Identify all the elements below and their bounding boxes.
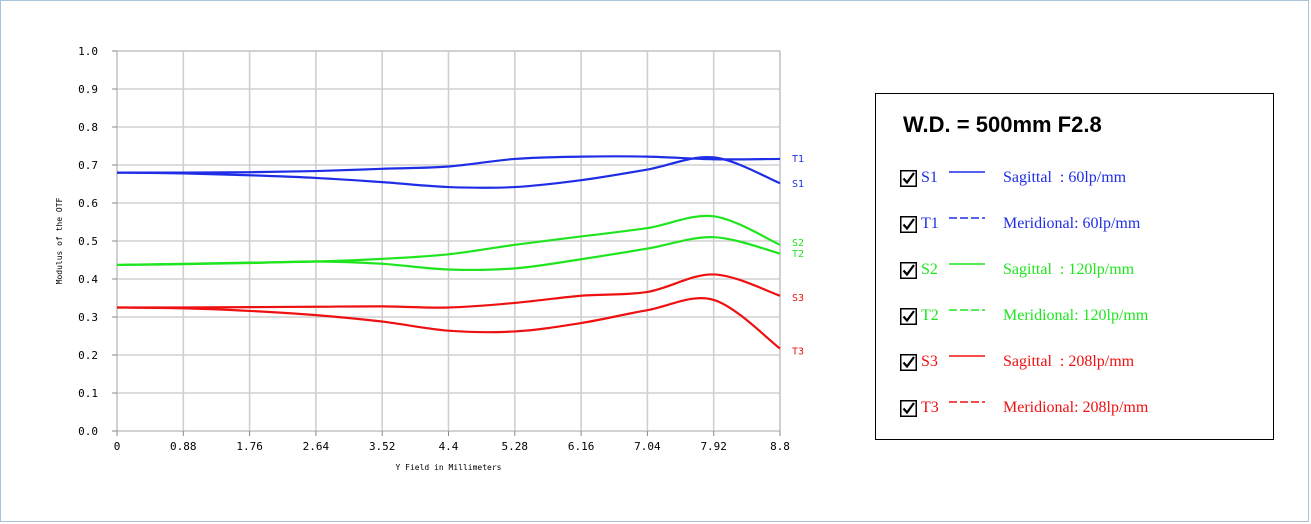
y-tick-label: 0.8 bbox=[78, 121, 98, 134]
x-tick-label: 6.16 bbox=[568, 440, 595, 453]
series-line-t2 bbox=[116, 236, 781, 272]
y-tick-label: 0.5 bbox=[78, 235, 98, 248]
legend-panel: W.D. = 500mm F2.8 S1 Sagittal : 60lp/mm T1… bbox=[875, 93, 1274, 440]
legend-series-name: T3 bbox=[921, 399, 939, 416]
end-label-t3: T3 bbox=[792, 346, 804, 357]
end-label-t1: T1 bbox=[792, 154, 804, 165]
x-tick-label: 1.76 bbox=[236, 440, 263, 453]
y-axis-title: Modulus of the OTF bbox=[55, 197, 64, 284]
checkbox-checked-icon[interactable] bbox=[900, 261, 917, 279]
legend-series-name: T1 bbox=[921, 215, 939, 232]
y-tick-label: 0.7 bbox=[78, 159, 98, 172]
checkbox-checked-icon[interactable] bbox=[900, 307, 917, 325]
end-label-s2: S2 bbox=[792, 238, 804, 249]
legend-row-s3: S3 Sagittal : 208lp/mm bbox=[900, 350, 1134, 374]
legend-row-t1: T1 Meridional: 60lp/mm bbox=[900, 212, 1140, 236]
y-tick-label: 0.4 bbox=[78, 273, 98, 286]
end-label-t2: T2 bbox=[792, 249, 804, 260]
checkbox-checked-icon[interactable] bbox=[900, 353, 917, 371]
legend-solid-line-swatch bbox=[949, 352, 985, 364]
end-label-s3: S3 bbox=[792, 293, 804, 304]
x-tick-label: 8.8 bbox=[770, 440, 790, 453]
legend-solid-line-swatch bbox=[949, 168, 985, 180]
legend-dashed-line-swatch bbox=[949, 306, 985, 318]
legend-row-t3: T3 Meridional: 208lp/mm bbox=[900, 396, 1148, 420]
y-tick-label: 0.1 bbox=[78, 387, 98, 400]
legend-row-s2: S2 Sagittal : 120lp/mm bbox=[900, 258, 1134, 282]
series-line-s3 bbox=[116, 273, 781, 309]
end-label-s1: S1 bbox=[792, 179, 804, 190]
legend-description: Meridional: 120lp/mm bbox=[1003, 307, 1149, 324]
x-tick-label: 4.4 bbox=[439, 440, 459, 453]
checkbox-checked-icon[interactable] bbox=[900, 215, 917, 233]
y-tick-label: 1.0 bbox=[78, 45, 98, 58]
legend-dashed-line-swatch bbox=[949, 214, 985, 226]
y-tick-label: 0.3 bbox=[78, 311, 98, 324]
chart-series bbox=[116, 155, 781, 350]
legend-description: Sagittal : 120lp/mm bbox=[1003, 261, 1135, 278]
x-axis-title: Y Field in Millimeters bbox=[396, 463, 502, 472]
x-axis-ticks: 0 0.88 1.76 2.64 3.52 4.4 5.28 6.16 7.04 7.92 8.8 bbox=[114, 431, 790, 453]
series-line-t3 bbox=[116, 297, 781, 350]
y-tick-label: 0.2 bbox=[78, 349, 98, 362]
legend-series-name: S2 bbox=[921, 261, 938, 278]
checkbox-checked-icon[interactable] bbox=[900, 169, 917, 187]
legend-row-s1: S1 Sagittal : 60lp/mm bbox=[900, 166, 1126, 190]
x-tick-label: 0.88 bbox=[170, 440, 197, 453]
legend-dashed-line-swatch bbox=[949, 398, 985, 410]
legend-description: Meridional: 60lp/mm bbox=[1003, 215, 1141, 232]
series-line-s1 bbox=[116, 155, 781, 189]
x-tick-label: 7.04 bbox=[634, 440, 661, 453]
legend-series-name: T2 bbox=[921, 307, 939, 324]
legend-series-name: S3 bbox=[921, 353, 938, 370]
y-axis-ticks: 0.0 0.1 0.2 0.3 0.4 0.5 0.6 0.7 0.8 0.9 1.0 bbox=[78, 45, 117, 438]
x-tick-label: 2.64 bbox=[303, 440, 330, 453]
mtf-chart: 0 0.88 1.76 2.64 3.52 4.4 5.28 6.16 7.04 7.92 8.8 … bbox=[55, 45, 804, 472]
x-tick-label: 3.52 bbox=[369, 440, 396, 453]
legend-solid-line-swatch bbox=[949, 260, 985, 272]
y-tick-label: 0.6 bbox=[78, 197, 98, 210]
legend-series-name: S1 bbox=[921, 169, 938, 186]
y-tick-label: 0.9 bbox=[78, 83, 98, 96]
legend-description: Meridional: 208lp/mm bbox=[1003, 399, 1149, 416]
legend-description: Sagittal : 208lp/mm bbox=[1003, 353, 1135, 370]
legend-row-t2: T2 Meridional: 120lp/mm bbox=[900, 304, 1148, 328]
x-tick-label: 0 bbox=[114, 440, 121, 453]
x-tick-label: 5.28 bbox=[502, 440, 529, 453]
legend-title: W.D. = 500mm F2.8 bbox=[903, 112, 1102, 137]
y-tick-label: 0.0 bbox=[78, 425, 98, 438]
checkbox-checked-icon[interactable] bbox=[900, 399, 917, 417]
x-tick-label: 7.92 bbox=[700, 440, 727, 453]
series-line-t1 bbox=[116, 155, 781, 174]
legend-description: Sagittal : 60lp/mm bbox=[1003, 169, 1127, 186]
